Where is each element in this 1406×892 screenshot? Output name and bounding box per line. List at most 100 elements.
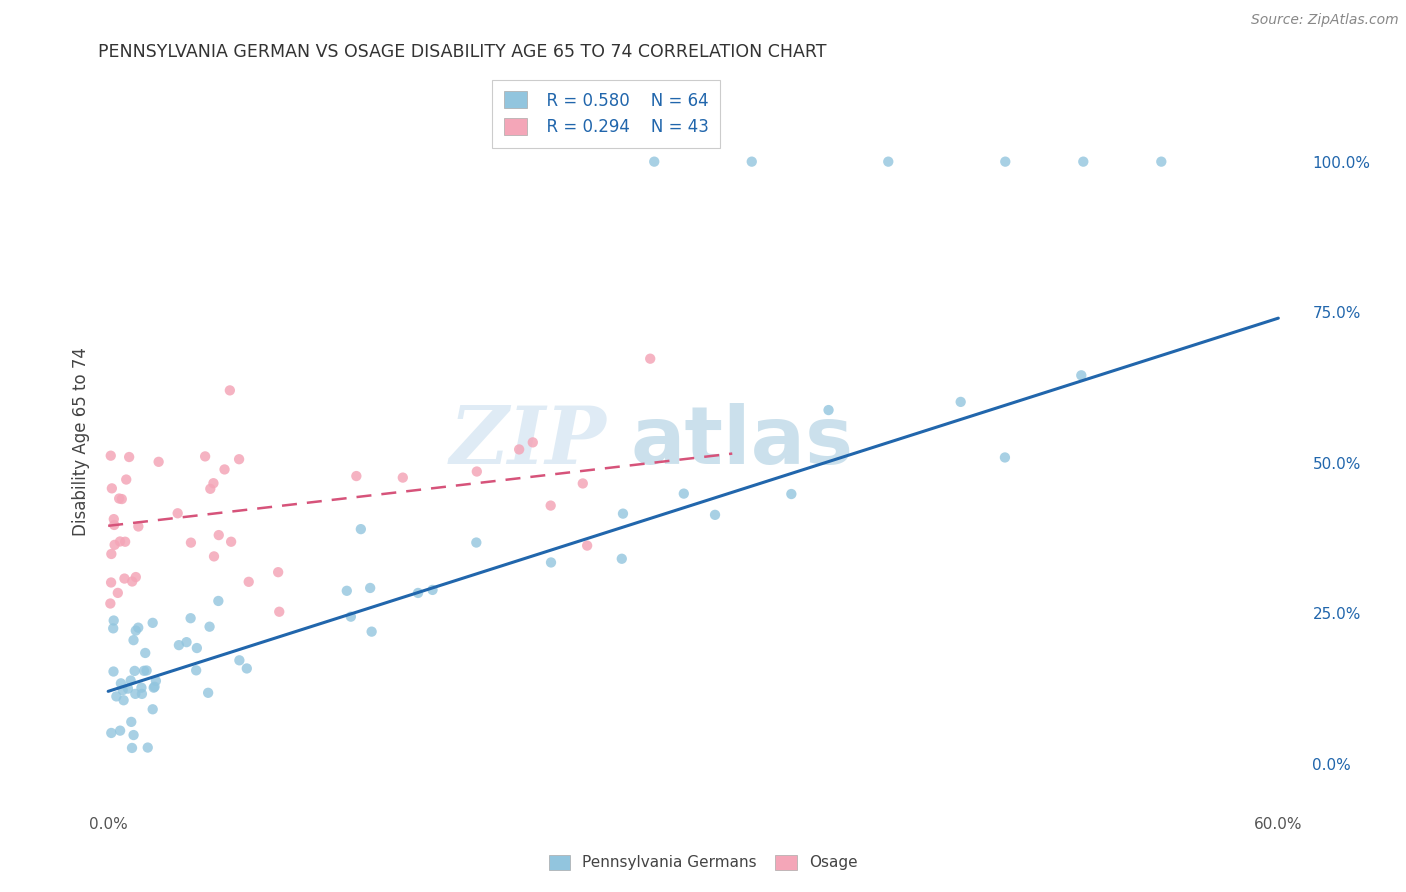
Point (142, 615, 165, 630)
Point (540, 499, 562, 513)
Point (136, 740, 159, 755)
Point (121, 574, 143, 589)
Legend: Pennsylvania Germans, Osage: Pennsylvania Germans, Osage (541, 847, 865, 878)
Point (344, 469, 367, 483)
Point (148, 455, 170, 469)
Point (1150, 154, 1173, 169)
Point (228, 452, 250, 467)
Point (638, 351, 661, 366)
Point (465, 535, 488, 549)
Point (98, 597, 121, 611)
Point (391, 470, 413, 484)
Point (350, 522, 373, 536)
Point (238, 574, 260, 589)
Point (103, 614, 125, 628)
Point (340, 609, 363, 624)
Point (360, 624, 382, 639)
Point (267, 565, 290, 579)
Point (180, 535, 202, 549)
Point (100, 726, 122, 740)
Point (121, 741, 143, 756)
Point (124, 687, 146, 701)
Text: ZIP: ZIP (450, 403, 606, 480)
Point (186, 664, 208, 678)
Point (218, 384, 240, 398)
Point (186, 641, 208, 656)
Text: Source: ZipAtlas.com: Source: ZipAtlas.com (1251, 13, 1399, 28)
Point (166, 506, 188, 520)
Point (877, 154, 900, 169)
Point (103, 665, 125, 679)
Point (741, 154, 763, 169)
Point (336, 583, 359, 598)
Point (142, 702, 165, 716)
Point (202, 549, 225, 564)
Point (194, 450, 217, 464)
Point (1070, 368, 1092, 383)
Point (145, 673, 167, 688)
Point (118, 450, 141, 464)
Point (643, 154, 665, 169)
Point (197, 686, 219, 700)
Point (104, 538, 127, 552)
Point (134, 646, 156, 660)
Point (269, 605, 291, 619)
Point (103, 518, 125, 533)
Text: PENNSYLVANIA GERMAN VS OSAGE DISABILITY AGE 65 TO 74 CORRELATION CHART: PENNSYLVANIA GERMAN VS OSAGE DISABILITY … (98, 44, 827, 62)
Point (125, 624, 148, 638)
Point (207, 594, 229, 608)
Point (101, 481, 124, 495)
Point (176, 635, 198, 649)
Point (422, 582, 444, 597)
Point (610, 551, 633, 566)
Point (125, 570, 148, 584)
Point (100, 449, 122, 463)
Y-axis label: Disability Age 65 to 74: Disability Age 65 to 74 (72, 347, 90, 536)
Point (103, 621, 125, 635)
Point (108, 534, 131, 549)
Point (127, 519, 149, 533)
Point (122, 633, 145, 648)
Point (120, 714, 142, 729)
Point (994, 450, 1017, 465)
Point (114, 534, 136, 549)
Point (127, 621, 149, 635)
Point (198, 620, 221, 634)
Point (124, 664, 146, 678)
Point (406, 586, 429, 600)
Point (228, 653, 250, 667)
Point (110, 676, 132, 690)
Point (167, 638, 190, 652)
Point (105, 690, 128, 704)
Point (111, 683, 134, 698)
Point (704, 508, 727, 522)
Point (142, 681, 165, 695)
Point (135, 664, 157, 678)
Point (214, 462, 236, 476)
Point (100, 547, 122, 561)
Point (1071, 154, 1094, 169)
Point (540, 556, 562, 570)
Point (115, 473, 138, 487)
Point (359, 581, 381, 595)
Point (131, 681, 153, 695)
Point (572, 476, 595, 491)
Point (219, 534, 242, 549)
Point (143, 680, 166, 694)
Point (949, 395, 972, 409)
Point (132, 664, 155, 678)
Point (120, 673, 142, 688)
Point (208, 528, 231, 542)
Point (817, 403, 839, 417)
Point (180, 611, 202, 625)
Point (114, 572, 136, 586)
Point (576, 539, 599, 553)
Point (131, 687, 153, 701)
Point (202, 476, 225, 491)
Point (780, 487, 803, 501)
Point (994, 154, 1017, 169)
Point (108, 491, 131, 506)
Point (111, 491, 134, 506)
Point (612, 507, 634, 521)
Point (107, 586, 129, 600)
